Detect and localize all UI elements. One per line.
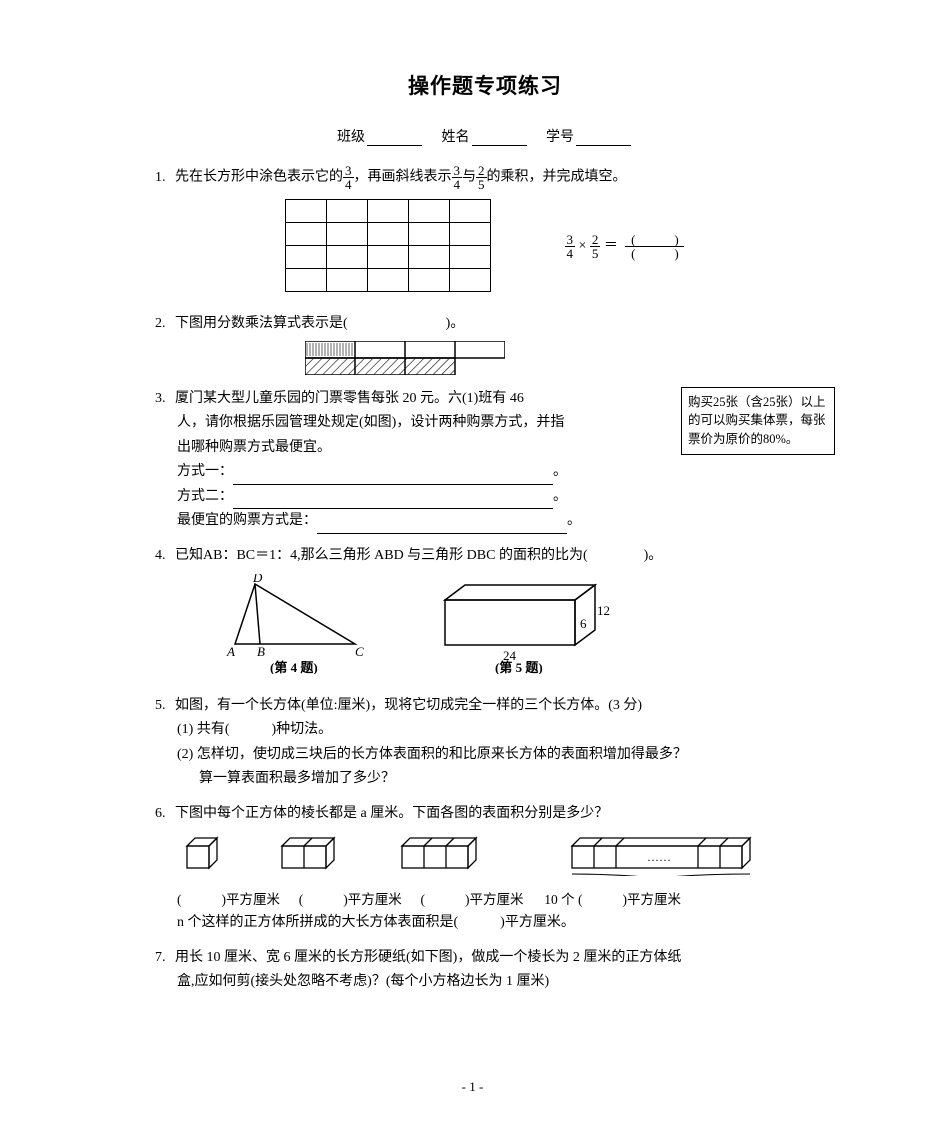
q3-p2: 。 [553,489,567,504]
q1-grid [285,199,491,292]
q1-ea-d: 4 [565,247,576,260]
q5-sub1: (1) 共有( )种切法。 [177,722,332,737]
q3-l3: 出哪种购票方式最便宜。 [177,440,331,455]
q1-f2d: 4 [452,178,463,191]
q4-text: 已知AB：BC＝1：4,那么三角形 ABD 与三角形 DBC 的面积的比为( )… [175,548,662,563]
id-label: 学号 [546,130,574,145]
q6-l2: ( [299,892,304,907]
q3-way1-label: 方式一： [177,464,233,479]
q7-l1: 用长 10 厘米、宽 6 厘米的长方形硬纸(如下图)，做成一个棱长为 2 厘米的… [175,950,681,965]
q1-f1d: 4 [343,178,354,191]
class-label: 班级 [337,130,365,145]
q6-l1: ( [177,892,182,907]
name-blank[interactable] [472,131,527,146]
question-1: 1.先在长方形中涂色表示它的34，再画斜线表示34与25的乘积，并完成填空。 3… [155,164,815,302]
q6-u1: 平方厘米 [226,892,280,907]
q4-A: A [226,644,235,659]
q6-l4: ( [578,892,583,907]
q5-h: 6 [580,616,587,631]
q1-num: 1. [155,166,175,191]
q1-text-a: 先在长方形中涂色表示它的 [175,170,343,185]
q6-labels: ()平方厘米 ()平方厘米 ()平方厘米 10 个 ()平方厘米 [177,888,815,912]
question-4: 4.已知AB：BC＝1：4,那么三角形 ABD 与三角形 DBC 的面积的比为(… [155,544,815,684]
q3-way1-blank[interactable] [233,470,553,485]
q1-f2n: 3 [452,164,463,178]
q3-l2: 人，请你根据乐园管理处规定(如图)，设计两种购票方式，并指 [177,415,564,430]
q5-num: 5. [155,694,175,719]
q4-B: B [257,644,265,659]
q1-eb-d: 5 [590,247,601,260]
q4-C: C [355,644,364,659]
q1-eq: ＝ [604,239,618,254]
q1-text-c: 与 [462,170,476,185]
q1-text-d: 的乘积，并完成填空。 [487,170,627,185]
q2-figure [305,341,815,375]
q3-way2-blank[interactable] [233,494,553,509]
q3-p3: 。 [567,513,581,528]
q4-D: D [252,574,263,585]
q3-l1: 厦门某大型儿童乐园的门票零售每张 20 元。六(1)班有 46 [175,391,524,406]
q2-num: 2. [155,312,175,337]
q1-equation: 34 × 25 ＝ ( )( ) [565,233,685,260]
q6-figures: …… [177,832,807,876]
q2-text: 下图用分数乘法算式表示是( )。 [175,316,464,331]
q6-u3: 平方厘米 [470,892,524,907]
q5-sub2b: 算一算表面积最多增加了多少？ [199,771,395,786]
page-number: - 1 - [0,1079,945,1095]
student-info: 班级 姓名 学号 [155,126,815,146]
question-2: 2.下图用分数乘法算式表示是( )。 [155,312,815,375]
q3-way2-label: 方式二： [177,489,233,504]
q1-eb-n: 2 [590,233,601,247]
q6-l3: ( [421,892,426,907]
q5-sub2a: (2) 怎样切，使切成三块后的长方体表面积的和比原来长方体的表面积增加得最多？ [177,747,687,762]
svg-text:……: …… [647,850,671,864]
q3-cheapest-blank[interactable] [317,519,567,534]
q5-d: 12 [597,603,610,618]
q7-num: 7. [155,946,175,971]
q3-p1: 。 [553,464,567,479]
question-6: 6.下图中每个正方体的棱长都是 a 厘米。下面各图的表面积分别是多少？ [155,802,815,936]
page-title: 操作题专项练习 [155,70,815,100]
q6-ten: 10 个 [544,892,574,907]
q1-text-b: ，再画斜线表示 [354,170,452,185]
q4-q5-figures: D A B C 24 6 12 (第 4 题) (第 5 题) [185,574,685,674]
id-blank[interactable] [576,131,631,146]
q6-u4: 平方厘米 [627,892,681,907]
q6-u2: 平方厘米 [348,892,402,907]
q5-text: 如图，有一个长方体(单位:厘米)，现将它切成完全一样的三个长方体。(3 分) [175,698,642,713]
q4-caption: (第 4 题) [270,660,318,674]
q7-l2: 盒,应如何剪(接头处忽略不考虑)？(每个小方格边长为 1 厘米) [177,974,549,989]
q6-text: 下图中每个正方体的棱长都是 a 厘米。下面各图的表面积分别是多少？ [175,806,608,821]
q6-tail: n 个这样的正方体所拼成的大长方体表面积是( )平方厘米。 [177,911,815,936]
q4-num: 4. [155,544,175,569]
name-label: 姓名 [442,130,470,145]
q1-f1n: 3 [343,164,354,178]
question-5: 5.如图，有一个长方体(单位:厘米)，现将它切成完全一样的三个长方体。(3 分)… [155,694,815,792]
class-blank[interactable] [367,131,422,146]
question-3: 购买25张（含25张）以上的可以购买集体票，每张票价为原价的80%。 3.厦门某… [155,387,815,534]
q1-bn[interactable]: ( ) [625,233,684,247]
question-7: 7.用长 10 厘米、宽 6 厘米的长方形硬纸(如下图)，做成一个棱长为 2 厘… [155,946,815,995]
q3-rule-box: 购买25张（含25张）以上的可以购买集体票，每张票价为原价的80%。 [681,387,835,455]
q1-times: × [579,239,587,254]
q3-cheapest-label: 最便宜的购票方式是： [177,513,317,528]
q1-f3d: 5 [476,178,487,191]
q1-f3n: 2 [476,164,487,178]
q5-caption: (第 5 题) [495,660,543,674]
q6-num: 6. [155,802,175,827]
q1-ea-n: 3 [565,233,576,247]
q3-num: 3. [155,387,175,412]
q1-bd[interactable]: ( ) [625,247,684,260]
